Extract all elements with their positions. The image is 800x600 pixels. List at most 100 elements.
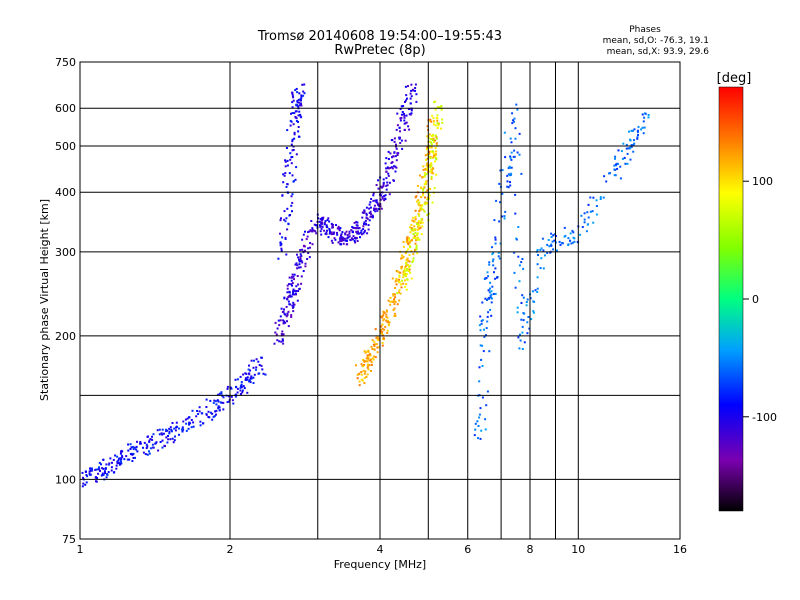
scatter-point xyxy=(436,106,439,109)
scatter-point xyxy=(504,210,507,213)
scatter-point xyxy=(293,131,296,134)
scatter-point xyxy=(293,112,296,115)
scatter-point xyxy=(393,298,396,301)
scatter-point xyxy=(403,270,406,273)
scatter-point xyxy=(376,338,379,341)
scatter-point xyxy=(569,232,572,235)
scatter-point xyxy=(536,249,539,251)
scatter-point xyxy=(381,185,384,188)
scatter-point xyxy=(282,322,285,325)
scatter-point xyxy=(276,339,279,342)
scatter-point xyxy=(409,97,412,100)
scatter-point xyxy=(599,196,602,199)
scatter-point xyxy=(418,220,420,223)
scatter-point xyxy=(490,293,493,296)
scatter-point xyxy=(298,110,301,113)
scatter-point xyxy=(490,290,493,293)
scatter-point xyxy=(519,333,521,336)
scatter-point xyxy=(414,218,417,221)
scatter-point xyxy=(261,368,264,371)
scatter-point xyxy=(381,330,384,333)
scatter-point xyxy=(547,239,550,241)
scatter-point xyxy=(410,112,413,115)
scatter-point xyxy=(617,149,620,152)
scatter-point xyxy=(283,218,286,221)
scatter-point xyxy=(435,158,438,161)
scatter-point xyxy=(327,236,330,239)
scatter-point xyxy=(520,172,523,175)
scatter-point xyxy=(98,461,101,464)
scatter-point xyxy=(188,422,190,425)
scatter-point xyxy=(276,327,279,330)
scatter-point xyxy=(408,237,410,240)
scatter-point xyxy=(416,236,419,239)
scatter-point xyxy=(430,162,433,165)
scatter-point xyxy=(396,154,399,156)
scatter-point xyxy=(398,289,401,292)
scatter-point xyxy=(192,425,195,428)
scatter-point xyxy=(410,89,413,92)
scatter-point xyxy=(338,229,341,232)
scatter-point xyxy=(430,177,433,180)
scatter-point xyxy=(396,112,399,115)
scatter-point xyxy=(419,204,422,207)
scatter-point xyxy=(289,124,292,127)
scatter-point xyxy=(291,273,294,276)
scatter-point xyxy=(362,365,365,368)
scatter-point xyxy=(286,164,289,167)
scatter-point xyxy=(636,136,639,139)
scatter-point xyxy=(175,426,177,429)
scatter-point xyxy=(386,181,389,184)
scatter-point xyxy=(161,446,164,449)
scatter-point xyxy=(491,285,494,288)
scatter-point xyxy=(367,368,370,371)
scatter-point xyxy=(403,119,406,122)
scatter-point xyxy=(300,254,303,257)
x-tick-label: 2 xyxy=(227,543,234,556)
scatter-point xyxy=(348,232,351,235)
scatter-point xyxy=(430,143,433,146)
scatter-point xyxy=(509,155,512,158)
scatter-point xyxy=(399,271,402,274)
scatter-point xyxy=(212,415,215,418)
scatter-point xyxy=(392,294,395,297)
scatter-point xyxy=(356,240,359,242)
scatter-point xyxy=(510,172,513,175)
scatter-point xyxy=(280,307,283,310)
scatter-point xyxy=(426,189,429,192)
scatter-point xyxy=(215,400,217,403)
scatter-point xyxy=(116,460,119,463)
scatter-point xyxy=(252,376,255,379)
scatter-point xyxy=(522,296,525,299)
scatter-point xyxy=(97,468,99,471)
scatter-point xyxy=(370,198,373,200)
scatter-point xyxy=(349,238,352,241)
scatter-point xyxy=(413,237,415,239)
scatter-point xyxy=(629,146,632,149)
scatter-point xyxy=(356,221,359,224)
scatter-point xyxy=(387,158,390,160)
scatter-point xyxy=(429,157,432,160)
scatter-point xyxy=(381,314,384,317)
scatter-point xyxy=(367,358,370,361)
scatter-point xyxy=(249,377,252,380)
scatter-point xyxy=(290,316,293,318)
scatter-point xyxy=(633,128,636,131)
scatter-point xyxy=(434,100,437,103)
scatter-point xyxy=(479,315,482,318)
scatter-point xyxy=(181,430,184,433)
scatter-point xyxy=(302,270,305,272)
scatter-point xyxy=(402,273,405,276)
scatter-point xyxy=(291,210,293,213)
scatter-point xyxy=(367,349,370,352)
scatter-point xyxy=(394,287,397,289)
scatter-point xyxy=(487,297,490,300)
scatter-point xyxy=(520,318,523,321)
scatter-point xyxy=(288,283,290,286)
scatter-point xyxy=(408,260,411,263)
scatter-point xyxy=(284,313,287,316)
scatter-point xyxy=(165,428,167,431)
scatter-point xyxy=(564,234,567,237)
scatter-point xyxy=(99,470,101,472)
scatter-point xyxy=(236,391,239,394)
